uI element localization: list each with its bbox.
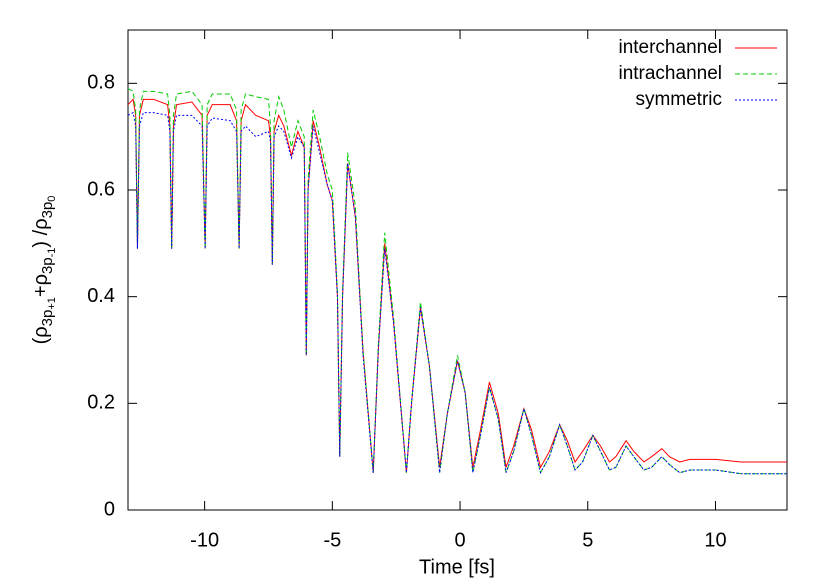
x-tick-label: -5 [323,529,341,551]
x-axis-label: Time [fs] [419,556,495,578]
y-axis-label-part: 3p [39,202,56,219]
y-tick-label: 0.4 [87,285,115,307]
y-axis-label-part: +1 [46,297,58,310]
y-tick-label: 0.6 [87,178,115,200]
y-axis-label-part: -1 [46,248,58,258]
x-tick-label: -10 [190,529,219,551]
y-axis-label-part: 0 [46,196,58,202]
legend-label: symmetric [635,89,722,110]
x-tick-label: 5 [582,529,593,551]
legend-label: interchannel [618,37,722,58]
y-axis-label: (ρ3p+1+ρ3p-1) /ρ3p0 [30,196,58,345]
y-axis-label-part: 3p [39,257,56,274]
series-line [127,111,787,475]
legend-label: intrachannel [618,63,722,84]
y-axis-label-part: (ρ [30,326,52,344]
y-axis-label-part: 3p [39,310,56,327]
y-tick-label: 0.2 [87,392,115,414]
y-axis-label-part: ) /ρ [30,218,52,247]
x-tick-label: 0 [454,529,465,551]
plot-frame [127,29,788,511]
y-tick-label: 0.8 [87,72,115,94]
y-axis-label-part: +ρ [30,274,52,297]
series-line [127,98,787,473]
y-tick-label: 0 [104,498,115,520]
x-tick-label: 10 [704,529,726,551]
series-line [127,88,787,475]
